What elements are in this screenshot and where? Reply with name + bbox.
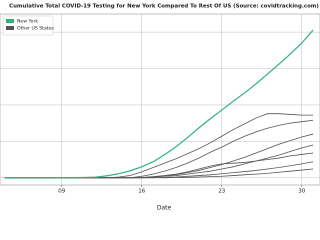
legend-swatch	[6, 19, 14, 23]
legend-label: New York	[17, 19, 38, 25]
x-tick-label: 09	[58, 189, 65, 195]
x-axis-label: Date	[157, 205, 172, 212]
plot-area	[0, 13, 320, 186]
chart: Cumulative Total COVID-19 Testing for Ne…	[0, 4, 320, 212]
series-line	[4, 29, 314, 179]
legend-box	[2, 15, 54, 36]
legend-label: Other US States	[17, 26, 54, 32]
x-tick-label: 23	[218, 189, 225, 195]
legend-swatch	[6, 26, 14, 30]
x-tick-label: 30	[298, 189, 305, 195]
x-tick-label: 16	[138, 189, 145, 195]
chart-title: Cumulative Total COVID-19 Testing for Ne…	[9, 4, 319, 10]
